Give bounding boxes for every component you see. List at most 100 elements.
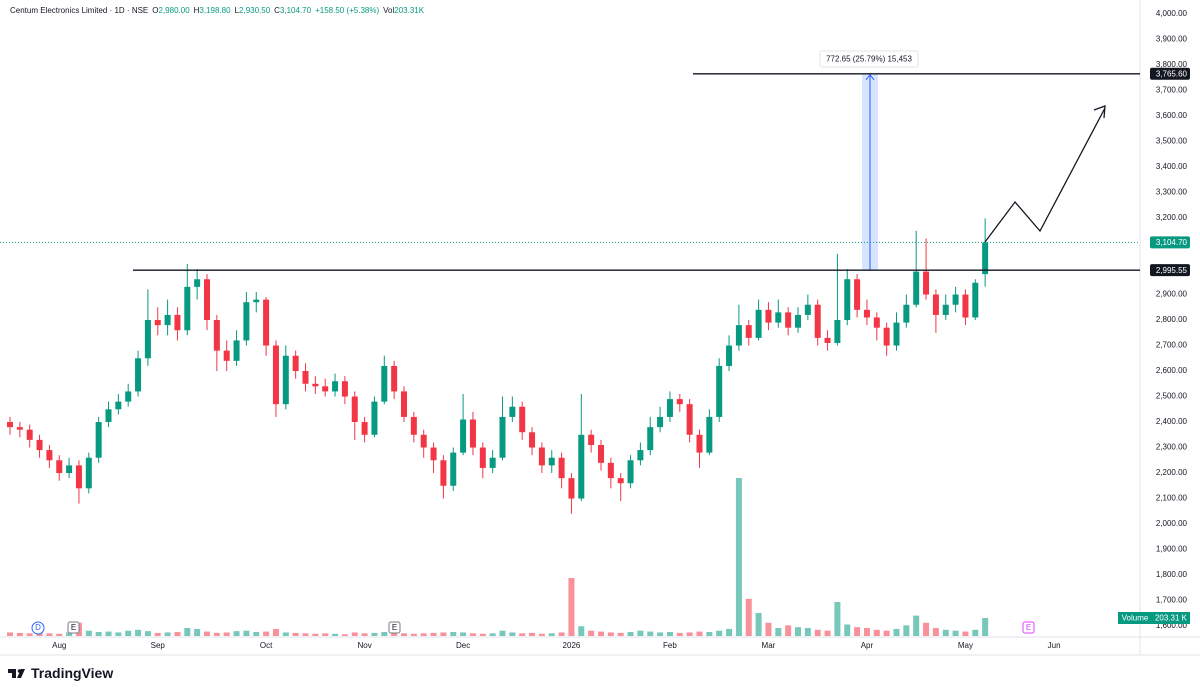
candle-body: [834, 320, 841, 343]
candle-body: [36, 439, 43, 451]
x-tick-label: Mar: [762, 641, 776, 650]
candle-body: [509, 406, 516, 417]
marker-label: E: [71, 623, 76, 632]
header-value: 3,104.70: [280, 6, 312, 15]
volume-bar: [135, 629, 142, 636]
y-tick-label: 2,300.00: [1156, 443, 1188, 452]
candle-body: [253, 299, 260, 303]
volume-badge-name: Volume: [1122, 614, 1149, 623]
candle-body: [617, 478, 624, 484]
volume-bar: [16, 632, 23, 636]
x-tick-label: Aug: [52, 641, 66, 650]
y-tick-label: 2,400.00: [1156, 417, 1188, 426]
candle-body: [440, 460, 447, 486]
candle-body: [489, 457, 496, 468]
volume-bar: [194, 628, 201, 636]
volume-bar: [952, 630, 959, 636]
candle-body: [923, 271, 930, 295]
header-value: C: [274, 6, 280, 15]
candle-body: [204, 279, 210, 321]
volume-bar: [391, 632, 398, 636]
volume-bar: [361, 633, 368, 636]
last-price-box: [1150, 236, 1190, 249]
candle-body: [627, 460, 634, 484]
candle-body: [292, 355, 299, 372]
volume-bar: [56, 633, 63, 636]
candle-body: [824, 337, 831, 343]
candle-body: [322, 386, 329, 392]
volume-bar: [322, 633, 329, 636]
volume-bar: [588, 630, 595, 636]
volume-bar: [834, 601, 841, 636]
candle-body: [666, 399, 673, 417]
volume-bar: [716, 630, 723, 636]
candle-body: [932, 294, 939, 315]
price-label-box: [1150, 67, 1190, 80]
y-tick-label: 2,600.00: [1156, 366, 1188, 375]
volume-bar: [854, 627, 861, 636]
volume-bar: [115, 632, 122, 636]
candle-body: [233, 340, 240, 361]
dividend-marker[interactable]: [31, 621, 45, 635]
header-value: 203.31K: [394, 6, 424, 15]
candle-body: [499, 416, 506, 458]
volume-bar: [312, 633, 319, 636]
candle-body: [952, 294, 959, 305]
candle-body: [814, 304, 821, 338]
volume-bar: [302, 633, 309, 636]
volume-bar: [430, 632, 437, 636]
volume-bar: [558, 632, 565, 636]
candle-body: [883, 327, 890, 346]
candle-body: [164, 314, 171, 326]
x-tick-label: Apr: [861, 641, 874, 650]
volume-bar: [263, 631, 270, 636]
candle-body: [115, 401, 122, 410]
volume-bar: [982, 618, 989, 636]
volume-bar: [174, 632, 181, 636]
marker-label: E: [1026, 623, 1031, 632]
candle-body: [430, 447, 437, 461]
earnings-marker[interactable]: [388, 621, 401, 634]
candle-body: [755, 309, 762, 338]
candle-body: [844, 279, 851, 321]
earnings-marker[interactable]: [1022, 621, 1035, 634]
candle-body: [804, 304, 811, 315]
candle-body: [371, 401, 378, 435]
candle-body: [46, 450, 53, 461]
volume-bar: [233, 631, 240, 636]
candle-body: [479, 447, 486, 468]
y-tick-label: 3,500.00: [1156, 137, 1188, 146]
volume-bar: [923, 622, 930, 636]
volume-bar: [755, 612, 762, 636]
candle-body: [676, 399, 683, 405]
volume-bar: [844, 624, 851, 636]
candle-body: [607, 462, 614, 479]
candle-body: [135, 358, 142, 392]
y-tick-label: 2,800.00: [1156, 315, 1188, 324]
candle-body: [272, 345, 279, 405]
candle-body: [154, 320, 161, 326]
last-price-label: 3,104.70: [1156, 238, 1188, 247]
volume-bar: [184, 628, 191, 636]
candle-body: [706, 416, 713, 453]
candle-body: [745, 325, 752, 338]
volume-bar: [726, 628, 733, 636]
volume-bar: [85, 630, 92, 636]
candle-body: [341, 381, 348, 397]
y-tick-label: 3,400.00: [1156, 162, 1188, 171]
volume-bar: [824, 630, 831, 636]
marker-label: E: [392, 623, 397, 632]
candle-body: [243, 302, 250, 341]
y-tick-label: 2,500.00: [1156, 392, 1188, 401]
chart-title: Centum Electronics Limited · 1D · NSE: [10, 6, 148, 15]
earnings-marker[interactable]: [67, 621, 80, 634]
volume-bar: [489, 633, 496, 636]
x-tick-label: Feb: [663, 641, 677, 650]
header-value: +158.50 (+5.38%): [315, 6, 379, 15]
candle-body: [942, 304, 949, 315]
candle-body: [686, 404, 693, 435]
y-tick-label: 3,800.00: [1156, 60, 1188, 69]
x-tick-label: May: [958, 641, 973, 650]
candle-body: [66, 465, 73, 474]
y-tick-label: 1,800.00: [1156, 570, 1188, 579]
